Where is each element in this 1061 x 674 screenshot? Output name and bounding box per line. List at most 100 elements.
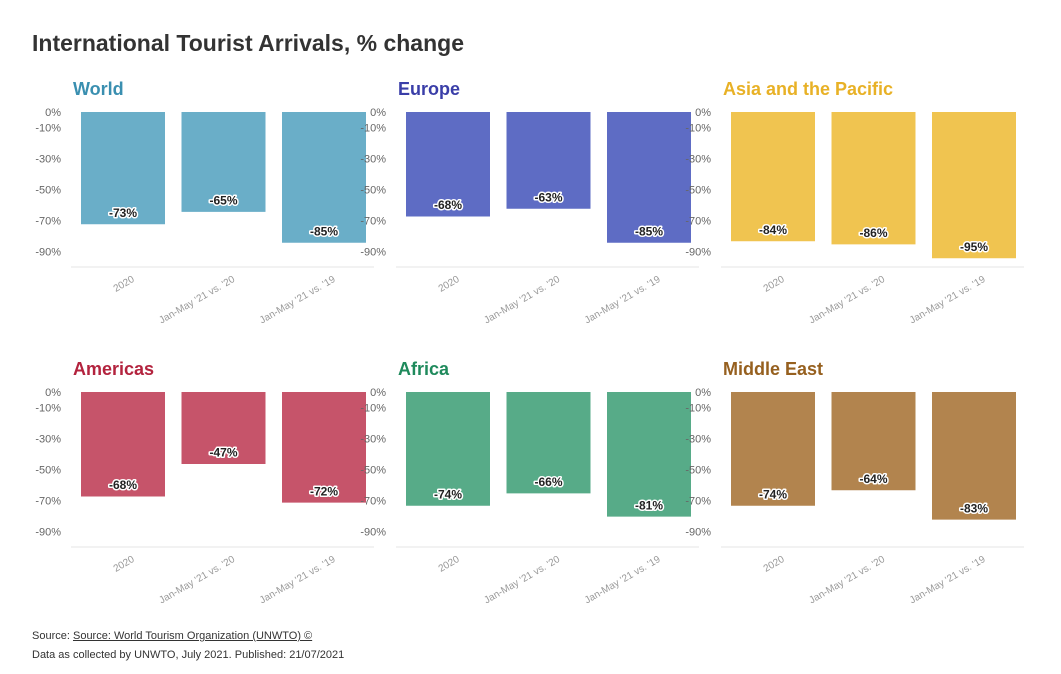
panel-asia-and-the-pacific: Asia and the Pacific 0% -10% -30% -50% -70% -9… — [685, 79, 1024, 326]
data-label-halo: -74% — [759, 488, 787, 502]
bar — [932, 392, 1016, 521]
data-label: -74% — [434, 488, 462, 502]
category-label: Jan-May '21 vs. '19 — [908, 554, 988, 607]
bar — [181, 112, 266, 213]
y-tick-label: -10% — [360, 402, 386, 414]
panel-title: World — [73, 79, 124, 99]
small-multiples-chart: World0%-10%-30%-50%-70%-90%-73%-73%2020-… — [35, 79, 1024, 606]
y-tick-label: 0% — [370, 107, 386, 119]
data-label: -83% — [960, 501, 988, 515]
data-label-halo: -85% — [310, 225, 338, 239]
category-label: Jan-May '21 vs. '20 — [157, 554, 237, 607]
panel-africa: Africa0%-10%-30%-50%-70%-90%-74%-74%2020… — [360, 359, 699, 606]
data-label-halo: -73% — [109, 206, 137, 220]
y-tick-label: -50% — [685, 184, 711, 196]
y-tick-label: -50% — [35, 464, 61, 476]
category-label: 2020 — [112, 274, 137, 295]
data-label: -85% — [310, 225, 338, 239]
category-label: Jan-May '21 vs. '19 — [258, 274, 338, 327]
category-label: 2020 — [437, 274, 462, 295]
data-label: -74% — [759, 488, 787, 502]
y-tick-label: -90% — [35, 526, 61, 538]
data-label: -64% — [859, 472, 887, 486]
y-tick-label: -30% — [685, 433, 711, 445]
panel-title: Middle East — [723, 359, 823, 379]
y-tick-label: -50% — [35, 184, 61, 196]
footer-note: Data as collected by UNWTO, July 2021. P… — [32, 649, 345, 661]
source-line: Source: Source: World Tourism Organizati… — [32, 630, 312, 642]
y-tick-label: -10% — [685, 122, 711, 134]
panel-title: Europe — [398, 79, 460, 99]
category-label: Jan-May '21 vs. '20 — [807, 274, 887, 327]
panel-world: World0%-10%-30%-50%-70%-90%-73%-73%2020-… — [35, 79, 374, 326]
source-prefix: Source: — [32, 630, 70, 642]
data-label: -81% — [635, 498, 663, 512]
bar — [607, 392, 691, 518]
data-label-halo: -81% — [635, 498, 663, 512]
category-label: 2020 — [437, 554, 462, 575]
y-tick-label: -50% — [685, 464, 711, 476]
y-tick-label: -70% — [35, 495, 61, 507]
data-label: -86% — [859, 226, 887, 240]
panel-title: Americas — [73, 359, 154, 379]
data-label-halo: -74% — [434, 488, 462, 502]
panel-americas: Americas0%-10%-30%-50%-70%-90%-68%-68%20… — [35, 359, 374, 606]
data-label-halo: -72% — [310, 484, 338, 498]
y-tick-label: -30% — [360, 433, 386, 445]
category-label: 2020 — [112, 554, 137, 575]
panel-europe: Europe0%-10%-30%-50%-70%-90%-68%-68%2020… — [360, 79, 699, 326]
data-label-halo: -65% — [209, 194, 237, 208]
bar — [282, 112, 366, 244]
y-tick-label: -90% — [360, 526, 386, 538]
y-tick-label: -10% — [685, 402, 711, 414]
source-link[interactable]: Source: World Tourism Organization (UNWT… — [72, 630, 313, 642]
category-label: Jan-May '21 vs. '19 — [583, 554, 663, 607]
y-tick-label: -90% — [360, 246, 386, 258]
data-label-halo: -95% — [960, 240, 988, 254]
bar — [831, 112, 916, 246]
data-label-halo: -85% — [635, 225, 663, 239]
data-label-halo: -83% — [960, 501, 988, 515]
y-tick-label: -50% — [360, 184, 386, 196]
bar — [506, 392, 591, 495]
y-tick-label: -10% — [35, 402, 61, 414]
y-tick-label: -70% — [360, 495, 386, 507]
category-label: 2020 — [762, 274, 787, 295]
category-label: Jan-May '21 vs. '20 — [157, 274, 237, 327]
data-label: -85% — [635, 225, 663, 239]
y-tick-label: -90% — [35, 246, 61, 258]
panel-title: Asia and the Pacific — [723, 79, 893, 99]
bar — [406, 112, 490, 218]
y-tick-label: -30% — [35, 153, 61, 165]
data-label: -84% — [759, 223, 787, 237]
category-label: Jan-May '21 vs. '20 — [482, 554, 562, 607]
data-label-halo: -68% — [109, 478, 137, 492]
y-tick-label: 0% — [695, 107, 711, 119]
data-label-halo: -86% — [859, 226, 887, 240]
data-label-halo: -84% — [759, 223, 787, 237]
bar — [731, 112, 815, 242]
y-tick-label: -30% — [360, 153, 386, 165]
data-label: -63% — [534, 190, 562, 204]
data-label: -73% — [109, 206, 137, 220]
category-label: Jan-May '21 vs. '19 — [258, 554, 338, 607]
data-label-halo: -47% — [209, 446, 237, 460]
data-label-halo: -63% — [534, 190, 562, 204]
y-tick-label: 0% — [45, 387, 61, 399]
panel-title: Africa — [398, 359, 450, 379]
y-tick-label: -90% — [685, 246, 711, 258]
data-label: -47% — [209, 446, 237, 460]
category-label: Jan-May '21 vs. '19 — [583, 274, 663, 327]
y-tick-label: -70% — [685, 495, 711, 507]
chart-title: International Tourist Arrivals, % change — [32, 30, 464, 56]
category-label: Jan-May '21 vs. '19 — [908, 274, 988, 327]
y-tick-label: -30% — [685, 153, 711, 165]
y-tick-label: 0% — [370, 387, 386, 399]
panel-middle-east: Middle East0%-10%-30%-50%-70%-90%-74%-74… — [685, 359, 1024, 606]
bar — [506, 112, 591, 210]
data-label: -68% — [434, 198, 462, 212]
bar — [831, 392, 916, 492]
bar — [81, 392, 165, 498]
bar — [282, 392, 366, 504]
y-tick-label: 0% — [45, 107, 61, 119]
